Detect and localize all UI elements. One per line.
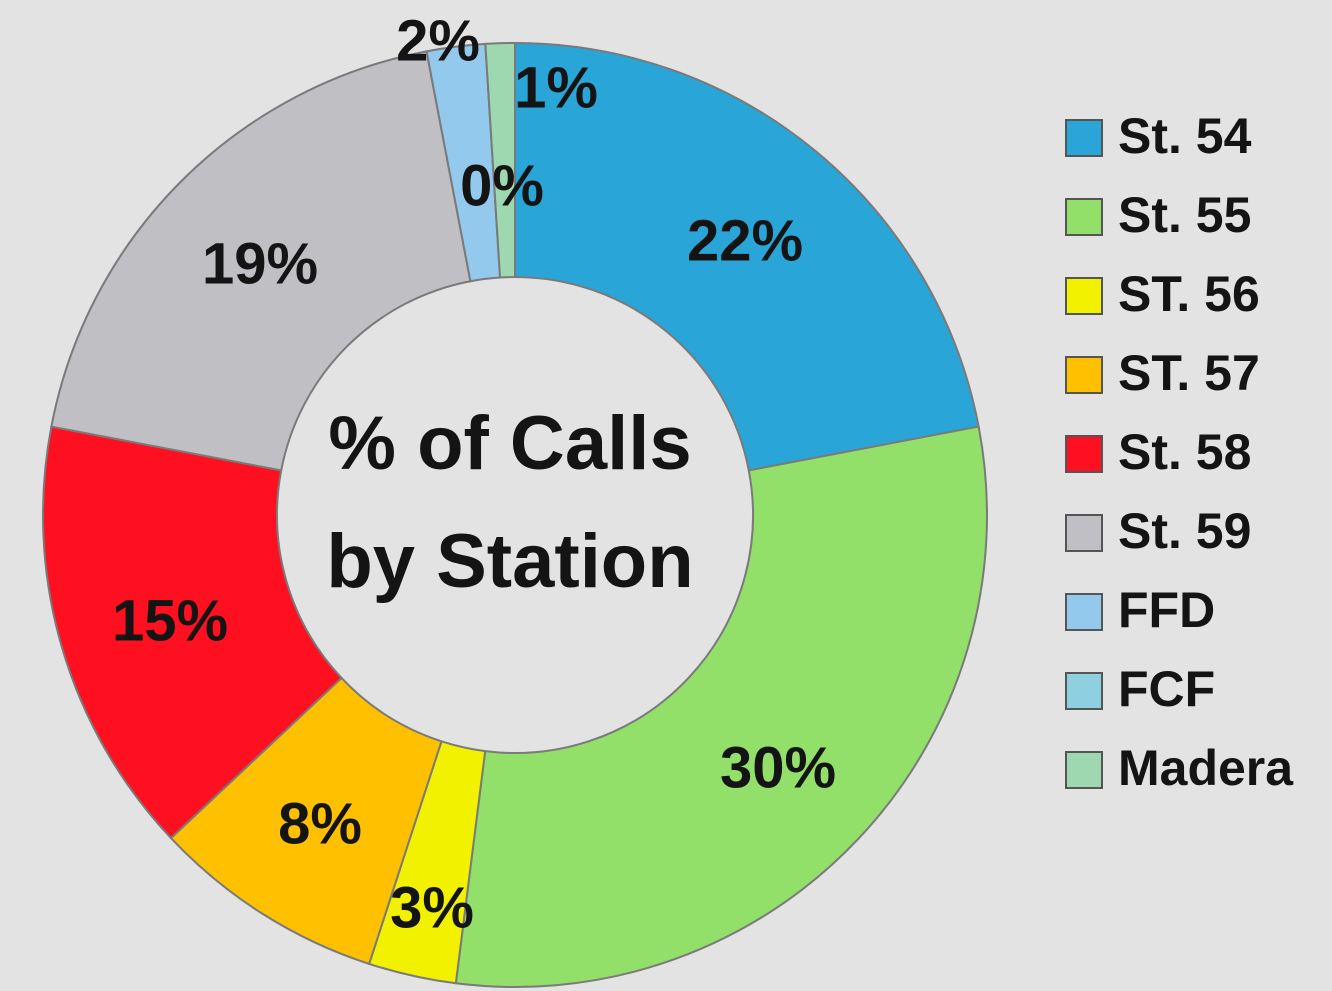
legend-swatch <box>1065 435 1103 473</box>
legend-swatch <box>1065 751 1103 789</box>
donut-slice <box>484 41 516 279</box>
legend-label: St. 59 <box>1118 503 1251 559</box>
data-label: 19% <box>202 231 318 296</box>
data-label: 2% <box>396 8 480 73</box>
donut-slice <box>42 425 343 840</box>
legend-swatch <box>1065 514 1103 552</box>
legend-swatch <box>1065 356 1103 394</box>
legend-swatch <box>1065 672 1103 710</box>
donut-slice <box>454 425 989 988</box>
data-label: 0% <box>460 153 544 218</box>
data-label: 3% <box>390 875 474 940</box>
data-label: 8% <box>278 791 362 856</box>
legend-swatch <box>1065 593 1103 631</box>
donut-slice <box>50 50 472 472</box>
legend-label: St. 55 <box>1118 187 1251 243</box>
chart-title: % of Calls by Station <box>326 401 694 604</box>
legend-label: FFD <box>1118 582 1215 638</box>
data-label: 22% <box>687 208 803 273</box>
legend-label: St. 58 <box>1118 424 1251 480</box>
data-label: 15% <box>112 588 228 653</box>
legend-label: Madera <box>1118 740 1294 796</box>
legend-swatch <box>1065 277 1103 315</box>
data-label: 30% <box>720 735 836 800</box>
legend-label: FCF <box>1118 661 1215 717</box>
legend-swatch <box>1065 119 1103 157</box>
donut-slice <box>514 41 980 472</box>
legend-label: St. 54 <box>1118 108 1252 164</box>
legend-label: ST. 57 <box>1118 345 1260 401</box>
legend-label: ST. 56 <box>1118 266 1260 322</box>
data-label: 1% <box>514 55 598 120</box>
legend-swatch <box>1065 198 1103 236</box>
